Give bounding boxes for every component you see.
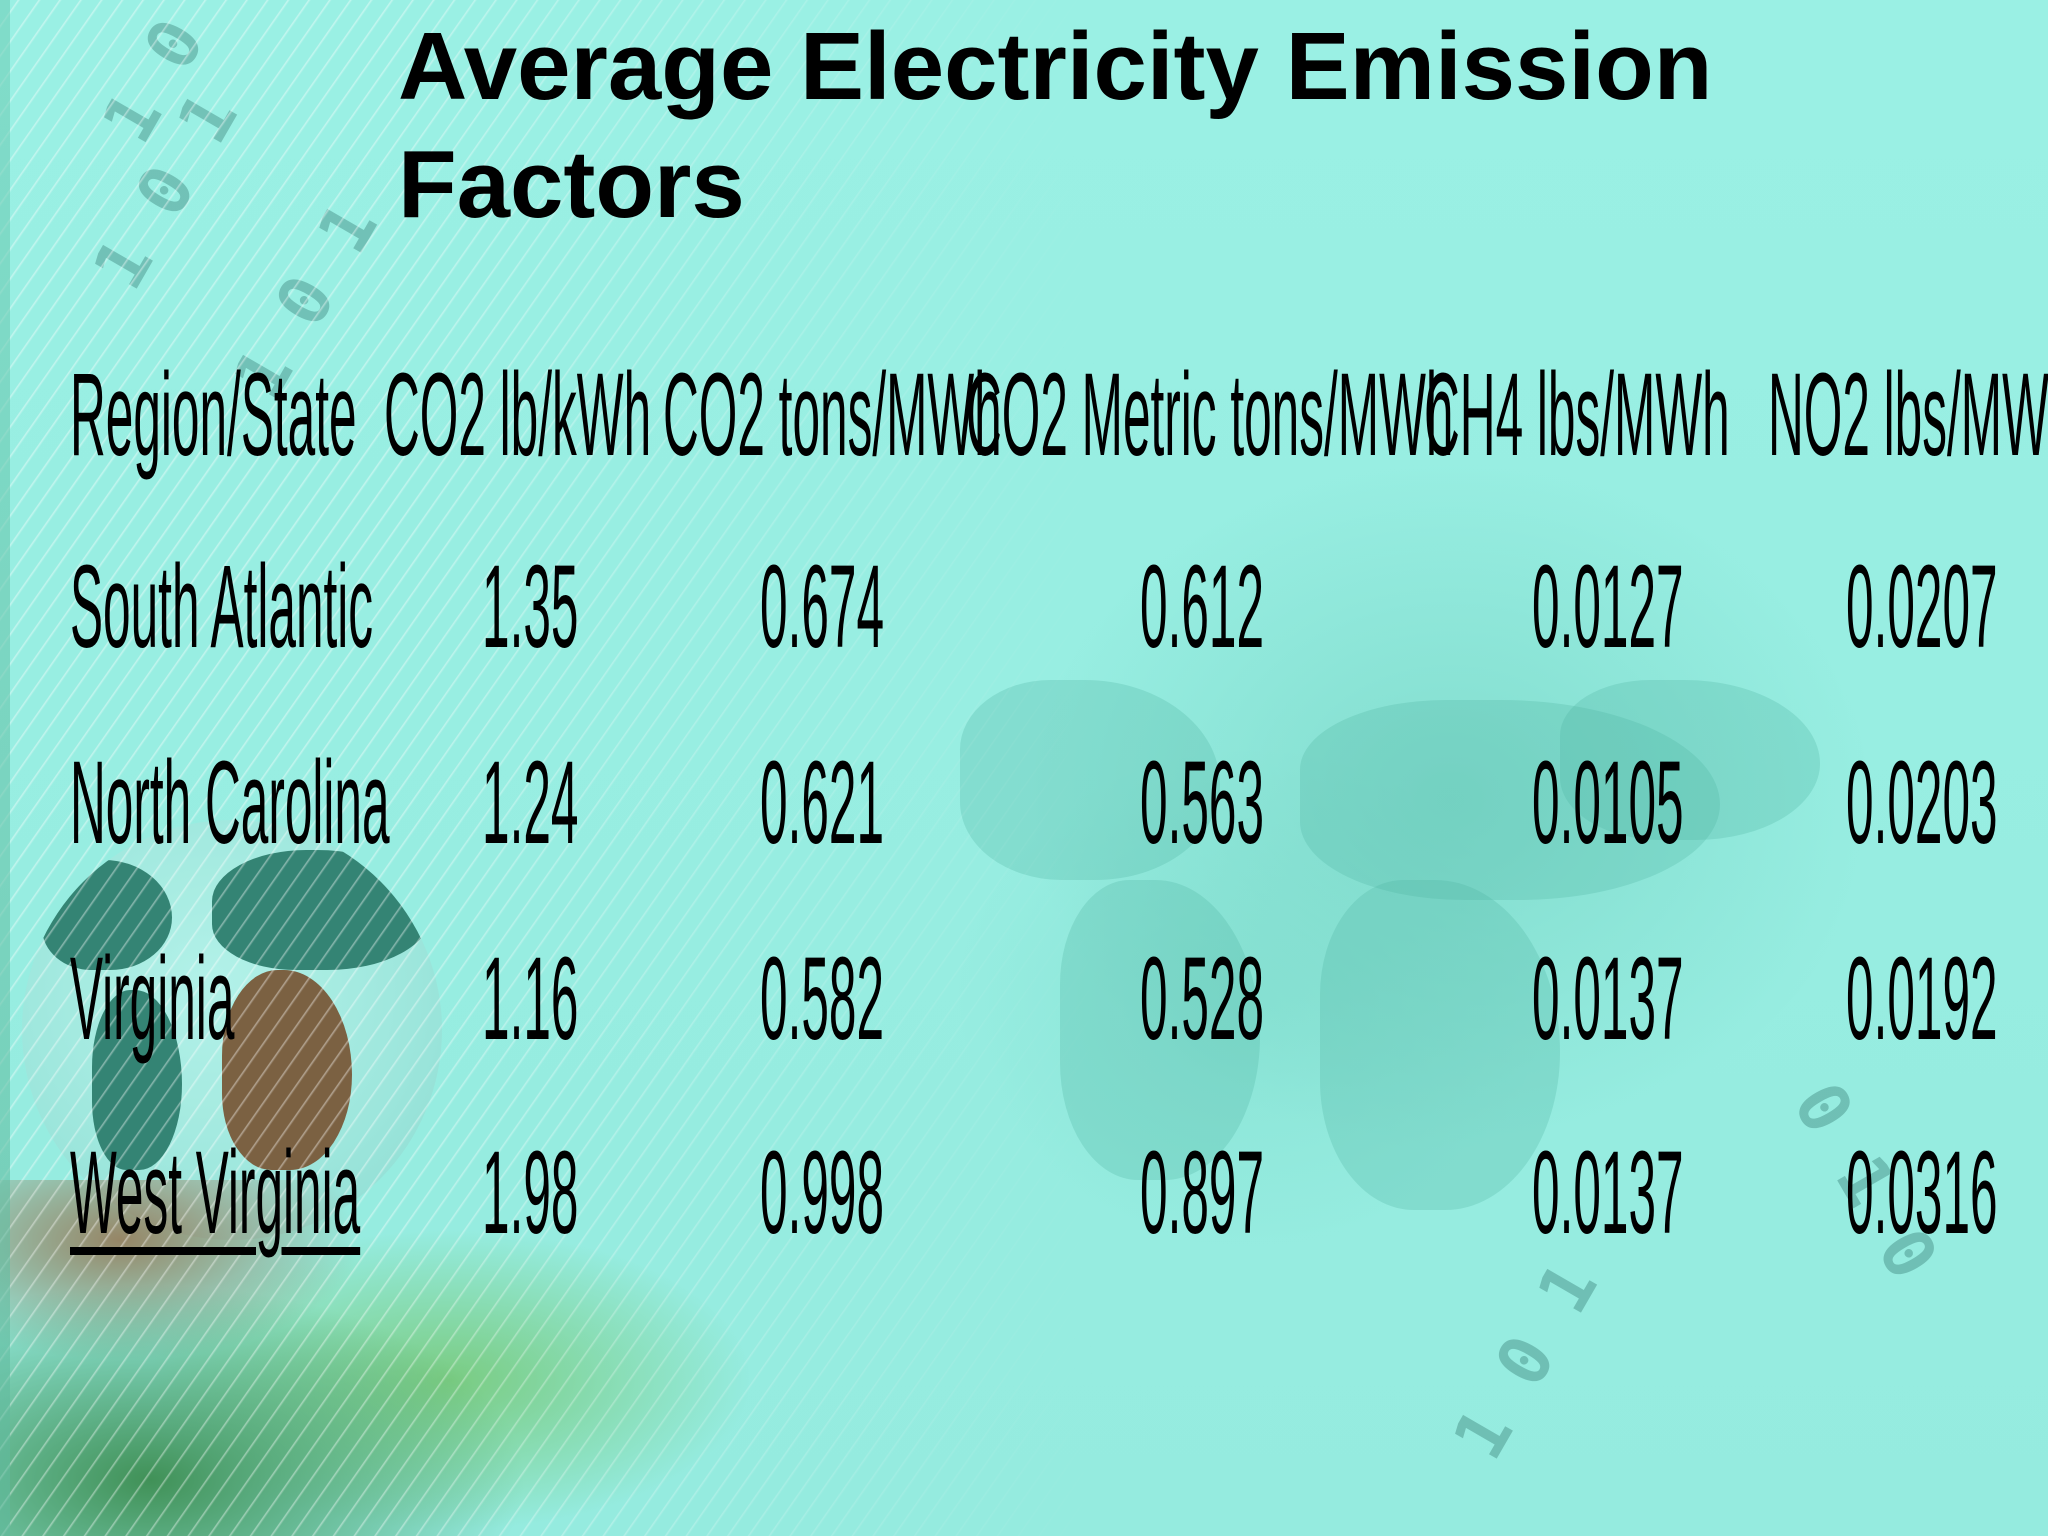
cell-region: South Atlantic [70,541,374,673]
continent-shape [92,990,182,1170]
cell-no2-lbs-mwh: 0.0316 [1846,1127,1998,1259]
cell-co2-lb-kwh: 1.35 [482,541,579,673]
world-map-shape [960,680,1220,880]
cell-region: West Virginia [70,1127,361,1259]
left-edge-band [0,0,10,1536]
cell-no2-lbs-mwh: 0.0203 [1846,737,1998,869]
cell-ch4-lbs-mwh: 0.0137 [1532,933,1684,1065]
cell-ch4-lbs-mwh: 0.0137 [1532,1127,1684,1259]
slide-title: Average Electricity Emission Factors [398,13,1713,238]
continent-shape [222,970,352,1170]
foliage-decoration [0,1180,1100,1536]
cell-no2-lbs-mwh: 0.0207 [1846,541,1998,673]
cell-co2-metric-tons-mwh: 0.528 [1140,933,1265,1065]
header-region-state: Region/State [70,349,357,481]
cell-co2-tons-mwh: 0.998 [760,1127,885,1259]
cell-no2-lbs-mwh: 0.0192 [1846,933,1998,1065]
header-ch4-lbs-mwh: CH4 lbs/MWh [1424,349,1730,481]
world-map-shape [1560,680,1820,840]
cell-co2-tons-mwh: 0.582 [760,933,885,1065]
cell-region: North Carolina [70,737,390,869]
cell-co2-metric-tons-mwh: 0.897 [1140,1127,1265,1259]
world-map-shape [1060,880,1260,1180]
cell-co2-tons-mwh: 0.621 [760,737,885,869]
cell-co2-metric-tons-mwh: 0.563 [1140,737,1265,869]
globe-decoration [22,820,442,1240]
header-co2-tons-mwh: CO2 tons/MWh [663,349,1002,481]
header-co2-metric-tons-mwh: CO2 Metric tons/MWh [966,349,1454,481]
cell-co2-tons-mwh: 0.674 [760,541,885,673]
cell-co2-lb-kwh: 1.16 [482,933,579,1065]
header-co2-lb-kwh: CO2 lb/kWh [384,349,652,481]
world-map-shape [1320,880,1560,1210]
world-map-shape [1300,700,1720,900]
cell-co2-metric-tons-mwh: 0.612 [1140,541,1265,673]
cell-ch4-lbs-mwh: 0.0105 [1532,737,1684,869]
diagonal-stripes-decoration [0,0,1100,1536]
cell-ch4-lbs-mwh: 0.0127 [1532,541,1684,673]
continent-shape [212,850,432,970]
cell-co2-lb-kwh: 1.24 [482,737,579,869]
continent-shape [42,860,172,970]
header-no2-lbs-mwh: NO2 lbs/MWh [1768,349,2048,481]
cell-region: Virginia [70,933,235,1065]
cell-co2-lb-kwh: 1.98 [482,1127,579,1259]
